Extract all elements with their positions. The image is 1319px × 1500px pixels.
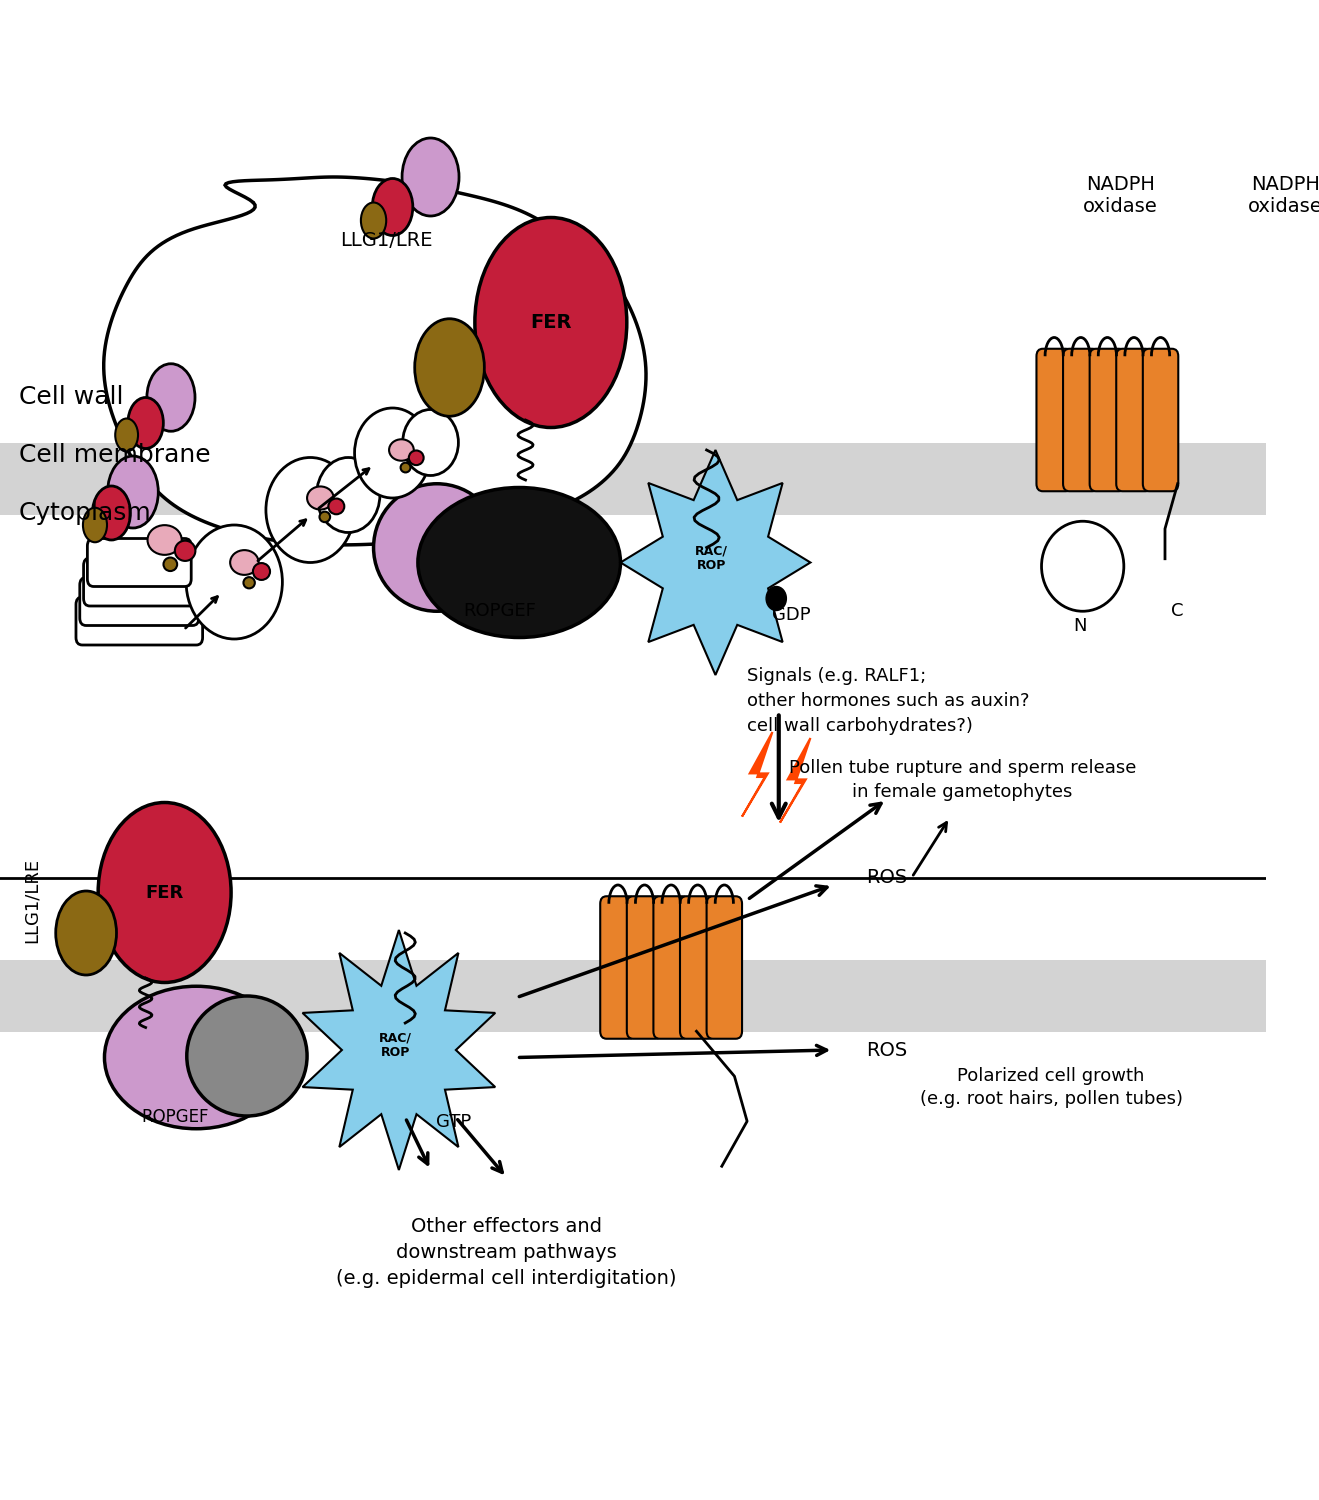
Text: Signals (e.g. RALF1;
other hormones such as auxin?
cell wall carbohydrates?): Signals (e.g. RALF1; other hormones such… [747,668,1030,735]
Text: Cell membrane: Cell membrane [18,442,211,466]
Text: LLG1/LRE: LLG1/LRE [22,858,41,942]
FancyBboxPatch shape [1142,350,1178,492]
Ellipse shape [361,202,386,238]
Circle shape [355,408,430,498]
Text: ROPGEF: ROPGEF [464,602,537,619]
Ellipse shape [146,364,195,432]
Text: LLG1/LRE: LLG1/LRE [340,231,433,249]
FancyBboxPatch shape [681,897,715,1038]
Polygon shape [302,930,495,1170]
Text: NADPH
oxidase: NADPH oxidase [1083,174,1158,216]
Text: Cell wall: Cell wall [18,386,124,410]
Ellipse shape [253,562,270,580]
Circle shape [266,458,355,562]
Text: Cytoplasm: Cytoplasm [18,501,152,525]
Ellipse shape [164,558,177,572]
Ellipse shape [418,488,620,638]
Text: GDP: GDP [772,606,811,624]
Text: NADPH
oxidase: NADPH oxidase [1248,174,1319,216]
Ellipse shape [115,419,138,452]
Text: Other effectors and
downstream pathways
(e.g. epidermal cell interdigitation): Other effectors and downstream pathways … [336,1216,677,1288]
FancyBboxPatch shape [77,597,203,645]
FancyBboxPatch shape [707,897,743,1038]
Ellipse shape [409,450,423,465]
Text: ROS: ROS [865,1041,907,1059]
Bar [0,442,1266,514]
FancyBboxPatch shape [1116,350,1151,492]
Polygon shape [620,450,810,675]
FancyBboxPatch shape [79,578,199,626]
Ellipse shape [475,217,627,427]
Ellipse shape [230,550,259,574]
FancyBboxPatch shape [87,538,191,586]
Ellipse shape [319,512,330,522]
Bar [0,960,1266,1032]
Polygon shape [743,732,773,816]
Text: ROS: ROS [865,868,907,886]
Ellipse shape [128,398,164,448]
FancyBboxPatch shape [1063,350,1099,492]
Ellipse shape [83,507,107,543]
Polygon shape [780,738,810,822]
FancyBboxPatch shape [627,897,662,1038]
FancyBboxPatch shape [1037,350,1072,492]
Polygon shape [104,177,646,544]
Text: RAC/
ROP: RAC/ ROP [379,1032,412,1059]
Circle shape [186,525,282,639]
Text: Polarized cell growth
(e.g. root hairs, pollen tubes): Polarized cell growth (e.g. root hairs, … [919,1066,1183,1108]
Text: C: C [1171,603,1184,621]
Text: FER: FER [530,314,571,332]
Ellipse shape [175,540,195,561]
Ellipse shape [98,802,231,982]
Ellipse shape [307,486,334,510]
Ellipse shape [108,456,158,528]
FancyBboxPatch shape [600,897,636,1038]
FancyBboxPatch shape [83,558,195,606]
Ellipse shape [244,578,255,588]
Text: N: N [1074,618,1087,636]
Ellipse shape [389,440,414,460]
Circle shape [402,410,459,476]
Circle shape [317,458,380,532]
Text: RAC/
ROP: RAC/ ROP [695,544,728,572]
FancyBboxPatch shape [1089,350,1125,492]
Ellipse shape [148,525,182,555]
Text: FER: FER [145,884,183,902]
Ellipse shape [187,996,307,1116]
Ellipse shape [92,486,131,540]
Ellipse shape [104,987,288,1128]
Ellipse shape [373,483,500,612]
Ellipse shape [1042,522,1124,612]
Ellipse shape [414,320,484,416]
Ellipse shape [402,138,459,216]
Ellipse shape [401,462,410,472]
Text: ROPGEF: ROPGEF [141,1108,208,1126]
Ellipse shape [328,498,344,514]
Text: Pollen tube rupture and sperm release
in female gametophytes: Pollen tube rupture and sperm release in… [789,759,1136,801]
Text: GTP: GTP [435,1113,471,1131]
Circle shape [766,586,786,610]
Ellipse shape [55,891,116,975]
Ellipse shape [372,178,413,236]
FancyBboxPatch shape [653,897,689,1038]
